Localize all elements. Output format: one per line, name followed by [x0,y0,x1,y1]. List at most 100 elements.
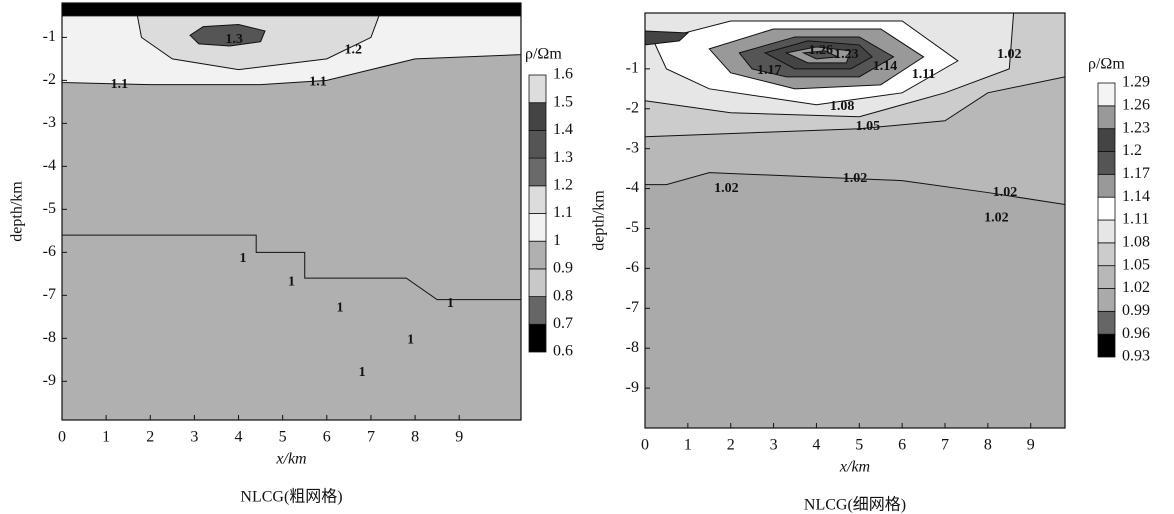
colorbar-label: 1.05 [1122,256,1150,273]
colorbar-swatch [1097,82,1116,107]
y-axis-label: depth/km [591,190,608,251]
colorbar-label: 1.17 [1122,165,1150,182]
x-tick-label: 9 [1027,437,1035,454]
x-tick-label: 8 [984,437,992,454]
y-tick-label: -1 [626,60,639,77]
colorbar-swatch [528,102,547,131]
y-tick-label: -6 [626,259,639,276]
colorbar-swatch [528,213,547,242]
contour-label: 1.02 [984,211,1009,226]
colorbar-label: 1.6 [553,66,573,83]
y-tick-label: -7 [626,299,639,316]
y-tick-label: -8 [626,339,639,356]
contour-region [62,3,521,17]
x-tick-label: 0 [641,437,649,454]
contour-region [189,23,266,47]
plot-area: 1.3 1.2 1.1 1.1 1 1 1 1 1 1 [62,3,521,420]
y-tick-label: -3 [626,139,639,156]
colorbar-label: 1.11 [1122,211,1149,228]
contour-label: 1.3 [225,32,243,47]
colorbar-swatch [1097,173,1116,198]
colorbar-label: 0.96 [1122,325,1150,342]
colorbar-swatch [528,323,547,353]
colorbar-label: 0.9 [553,260,573,277]
y-tick-label: -5 [626,219,639,236]
colorbar-label: 1.26 [1122,97,1150,114]
colorbar-swatch [1097,242,1116,267]
x-tick-label: 2 [146,429,154,446]
colorbar-label: 1.3 [553,149,573,166]
contour-label: 1.02 [843,171,868,186]
colorbar-swatch [528,240,547,270]
contour-label: 1.26 [808,43,833,58]
plot-frame [61,2,522,421]
x-tick-label: 3 [190,429,198,446]
colorbar-swatch [1097,105,1116,130]
contour-label: 1 [337,300,344,315]
colorbar-label: 1.02 [1122,279,1150,296]
contour-region [62,234,521,420]
caption: NLCG(粗网格) [240,488,342,506]
x-tick-label: 3 [770,437,778,454]
colorbar-swatch [1097,265,1116,289]
y-tick-label: -3 [43,114,56,131]
contour-label: 1.05 [856,119,881,134]
y-tick-label: -8 [43,329,56,346]
colorbar-label: 1.4 [553,121,573,138]
contour-label: 1.17 [757,63,782,78]
y-tick-label: -1 [43,28,56,45]
caption: NLCG(细网格) [804,496,906,514]
contour-label: 1.1 [111,77,129,92]
y-tick-label: -6 [43,243,56,260]
x-tick-label: 1 [684,437,692,454]
contour-label: 1.23 [834,47,859,62]
y-tick-label: -9 [43,372,56,389]
x-tick-label: 0 [58,429,66,446]
colorbar-title: ρ/Ωm [1088,56,1125,73]
x-tick-label: 7 [941,437,949,454]
colorbar-swatch [1097,288,1116,312]
colorbar-label: 1.08 [1122,234,1150,251]
x-axis-label: x/km [275,451,306,468]
contour-label: 1 [288,275,295,290]
colorbar-swatch [528,296,547,325]
x-tick-label: 6 [898,437,906,454]
colorbar-label: 0.6 [553,343,573,360]
x-tick-label: 2 [727,437,735,454]
x-tick-label: 9 [455,429,463,446]
colorbar-label: 1.14 [1122,188,1150,205]
y-tick-label: -7 [43,286,56,303]
colorbar-swatch [528,157,547,187]
contour-label: 1.2 [345,43,363,58]
x-axis-label: x/km [839,459,870,476]
contour-label: 1.1 [309,75,327,90]
contour-label: 1.14 [873,59,898,74]
colorbar-label: 0.93 [1122,348,1150,365]
plot-area: 1.26 1.23 1.17 1.14 1.11 1.02 1.081.05 1.02 1.02… [645,13,1065,428]
colorbar-swatch [1097,196,1116,221]
colorbar-label: 1.2 [553,176,573,193]
colorbar-label: 1.2 [1122,142,1142,159]
y-axis-label: depth/km [9,181,26,242]
colorbar-label: 0.99 [1122,302,1150,319]
colorbar-swatch [528,74,547,104]
colorbar-label: 1.1 [553,204,573,221]
colorbar-swatch [528,129,547,159]
contour-label: 1.02 [993,185,1018,200]
x-tick-label: 5 [279,429,287,446]
colorbar-swatch [1097,310,1116,335]
contour-label: 1 [447,296,454,311]
contour-label: 1 [239,251,246,266]
colorbar-swatch [1097,128,1116,152]
x-tick-label: 1 [102,429,110,446]
contour-label: 1.08 [830,99,855,114]
x-tick-label: 5 [855,437,863,454]
y-tick-label: -2 [43,71,56,88]
colorbar-swatch [1097,219,1116,244]
contour-label: 1.02 [997,47,1022,62]
y-tick-label: -5 [43,200,56,217]
contour-region [645,30,690,46]
colorbar-label: 1.23 [1122,119,1150,136]
contour-label: 1 [359,365,366,380]
